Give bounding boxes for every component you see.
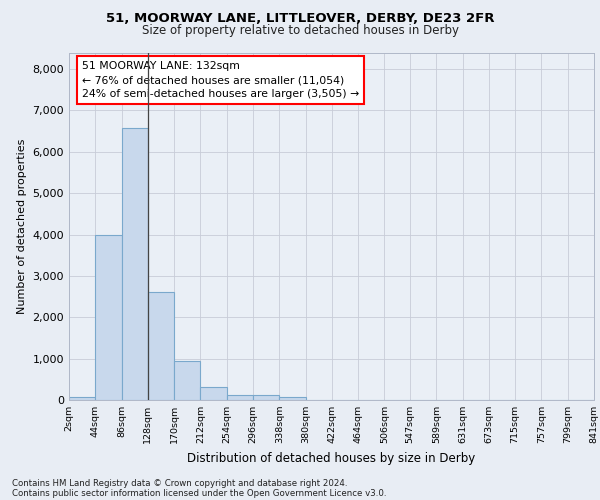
Text: Contains public sector information licensed under the Open Government Licence v3: Contains public sector information licen… bbox=[12, 488, 386, 498]
Y-axis label: Number of detached properties: Number of detached properties bbox=[17, 138, 27, 314]
Bar bbox=[279, 397, 305, 400]
Text: Contains HM Land Registry data © Crown copyright and database right 2024.: Contains HM Land Registry data © Crown c… bbox=[12, 478, 347, 488]
Text: 51, MOORWAY LANE, LITTLEOVER, DERBY, DE23 2FR: 51, MOORWAY LANE, LITTLEOVER, DERBY, DE2… bbox=[106, 12, 494, 26]
Bar bbox=[174, 360, 200, 400]
X-axis label: Distribution of detached houses by size in Derby: Distribution of detached houses by size … bbox=[187, 452, 476, 464]
Text: Size of property relative to detached houses in Derby: Size of property relative to detached ho… bbox=[142, 24, 458, 37]
Bar bbox=[200, 387, 227, 400]
Bar bbox=[253, 396, 279, 400]
Text: 51 MOORWAY LANE: 132sqm
← 76% of detached houses are smaller (11,054)
24% of sem: 51 MOORWAY LANE: 132sqm ← 76% of detache… bbox=[82, 61, 359, 99]
Bar bbox=[69, 397, 95, 400]
Bar bbox=[122, 128, 148, 400]
Bar bbox=[95, 236, 122, 400]
Bar bbox=[227, 395, 253, 400]
Bar bbox=[148, 292, 174, 400]
